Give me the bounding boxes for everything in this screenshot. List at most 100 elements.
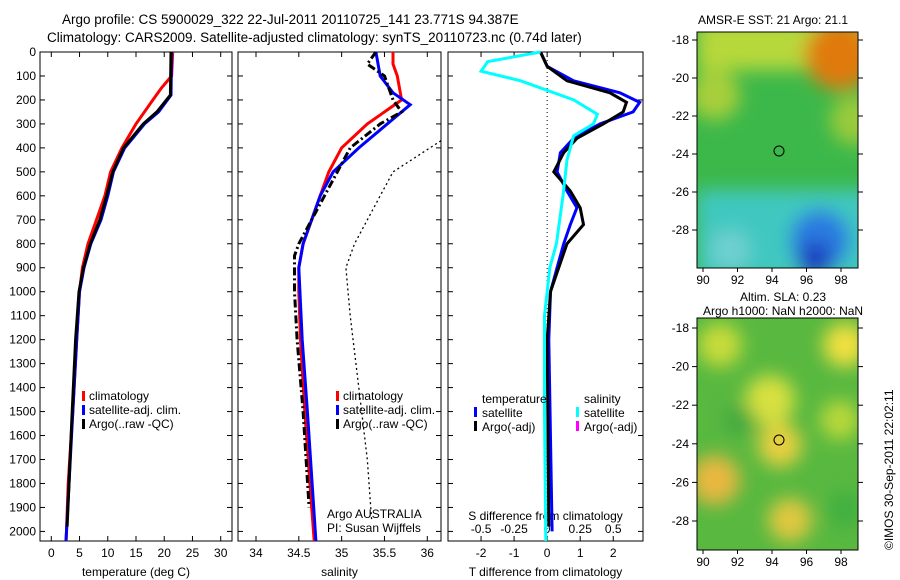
legend-label: satellite-adj. clim. bbox=[343, 403, 435, 417]
legend-swatch bbox=[82, 405, 85, 415]
lat-tick-label: -28 bbox=[672, 514, 690, 528]
legend-label: Argo(-adj) bbox=[584, 420, 637, 434]
lon-tick-label: 96 bbox=[800, 555, 814, 569]
x-tick-label: 1 bbox=[577, 546, 584, 560]
x-tick-label: 34 bbox=[249, 546, 263, 560]
legend-swatch bbox=[336, 405, 339, 415]
argo-location-marker bbox=[773, 145, 785, 157]
x-tick-label: 2 bbox=[610, 546, 617, 560]
y-tick-label: 200 bbox=[16, 93, 36, 107]
y-tick-label: 2000 bbox=[9, 524, 36, 538]
y-tick-label: 0 bbox=[29, 45, 36, 59]
y-tick-label: 1400 bbox=[9, 381, 36, 395]
series-argo-raw bbox=[345, 140, 442, 520]
x-axis-label: T difference from climatology bbox=[469, 565, 623, 579]
y-tick-label: 1600 bbox=[9, 429, 36, 443]
y-tick-label: 500 bbox=[16, 165, 36, 179]
legend-swatch bbox=[82, 419, 85, 429]
x-tick-label: -1 bbox=[509, 546, 520, 560]
legend-swatch bbox=[474, 407, 477, 417]
lat-tick-label: -18 bbox=[672, 321, 690, 335]
legend-label: Argo(..raw -QC) bbox=[343, 417, 428, 431]
lat-tick-label: -28 bbox=[672, 223, 690, 237]
x-tick-label: 10 bbox=[101, 546, 115, 560]
s-tick-label: -0.25 bbox=[500, 522, 528, 536]
lat-tick-label: -22 bbox=[672, 398, 690, 412]
legend-swatch bbox=[576, 407, 579, 417]
lat-tick-label: -26 bbox=[672, 475, 690, 489]
map-top-frame bbox=[696, 31, 859, 269]
y-tick-label: 1500 bbox=[9, 405, 36, 419]
s-tick-label: 0.5 bbox=[605, 522, 622, 536]
x-axis-label: temperature (deg C) bbox=[82, 565, 190, 579]
legend-swatch bbox=[82, 391, 85, 401]
y-tick-label: 600 bbox=[16, 189, 36, 203]
legend-label: satellite-adj. clim. bbox=[89, 403, 181, 417]
series-t-satellite bbox=[539, 51, 642, 532]
legend-swatch bbox=[336, 419, 339, 429]
lon-tick-label: 96 bbox=[800, 273, 814, 287]
x-tick-label: 0 bbox=[48, 546, 55, 560]
legend-title: temperature bbox=[482, 392, 547, 406]
x-tick-label: 36 bbox=[421, 546, 435, 560]
legend-label: climatology bbox=[89, 389, 149, 403]
legend-label: satellite bbox=[584, 406, 625, 420]
s-tick-label: 0 bbox=[544, 522, 551, 536]
legend-swatch bbox=[576, 421, 579, 431]
map-bottom-title-2: Argo h1000: NaN h2000: NaN bbox=[703, 304, 863, 318]
x-axis-label: salinity bbox=[321, 565, 358, 579]
legend-label: Argo(-adj) bbox=[482, 420, 535, 434]
y-tick-label: 300 bbox=[16, 117, 36, 131]
x-tick-label: -2 bbox=[476, 546, 487, 560]
lon-tick-label: 98 bbox=[834, 555, 848, 569]
y-tick-label: 1800 bbox=[9, 476, 36, 490]
series-satellite-adj-clim- bbox=[297, 51, 413, 542]
lat-tick-label: -22 bbox=[672, 109, 690, 123]
y-tick-label: 1700 bbox=[9, 453, 36, 467]
annotation: PI: Susan Wijffels bbox=[327, 521, 421, 535]
sla-map bbox=[697, 318, 858, 550]
panel-3: -2 -1 0 1 2 T difference from climatology -0.5… bbox=[447, 50, 644, 579]
map-bottom-title-1: Altim. SLA: 0.23 bbox=[740, 290, 826, 304]
map-top-title: AMSR-E SST: 21 Argo: 21.1 bbox=[698, 13, 848, 27]
legend-label: climatology bbox=[343, 389, 403, 403]
y-tick-label: 1100 bbox=[10, 309, 36, 323]
lon-tick-label: 92 bbox=[731, 555, 745, 569]
lat-tick-label: -24 bbox=[672, 147, 690, 161]
lon-tick-label: 98 bbox=[834, 273, 848, 287]
series-argo bbox=[293, 51, 404, 508]
x-tick-label: 30 bbox=[214, 546, 228, 560]
x-tick-label: 25 bbox=[186, 546, 200, 560]
x-tick-label: 5 bbox=[76, 546, 83, 560]
lon-tick-label: 92 bbox=[731, 273, 745, 287]
title-line-1: Argo profile: CS 5900029_322 22-Jul-2011… bbox=[62, 12, 519, 27]
series-t-argo bbox=[539, 51, 629, 527]
series-satellite-adj-clim- bbox=[64, 51, 174, 542]
series-s-satellite bbox=[478, 50, 600, 542]
lon-tick-label: 90 bbox=[696, 273, 710, 287]
lat-tick-label: -20 bbox=[672, 360, 690, 374]
lon-tick-label: 90 bbox=[696, 555, 710, 569]
panel-1: 0 5 10 15 20 25 30 temperature (deg C) 0 100 200 30… bbox=[9, 45, 233, 579]
x-tick-label: 20 bbox=[158, 546, 172, 560]
plot-frame bbox=[237, 51, 442, 542]
x-tick-label: 35 bbox=[335, 546, 349, 560]
y-tick-label: 800 bbox=[16, 237, 36, 251]
lon-tick-label: 94 bbox=[765, 273, 779, 287]
series-climatology bbox=[64, 51, 175, 542]
y-tick-label: 1300 bbox=[9, 357, 36, 371]
x-tick-label: 15 bbox=[129, 546, 143, 560]
legend-title: salinity bbox=[584, 392, 621, 406]
legend-label: satellite bbox=[482, 406, 523, 420]
y-tick-label: 900 bbox=[16, 261, 36, 275]
sst-map bbox=[697, 32, 858, 268]
panel-2: 34 34.5 35 35.5 36 salinity climatologysatelli… bbox=[237, 51, 442, 579]
y-tick-label: 1200 bbox=[9, 333, 36, 347]
lat-tick-label: -18 bbox=[672, 33, 690, 47]
lon-tick-label: 94 bbox=[765, 555, 779, 569]
legend-swatch bbox=[336, 391, 339, 401]
annotation: Argo AUSTRALIA bbox=[327, 507, 422, 521]
y-tick-label: 1000 bbox=[9, 285, 36, 299]
map-bottom-frame bbox=[696, 317, 859, 551]
